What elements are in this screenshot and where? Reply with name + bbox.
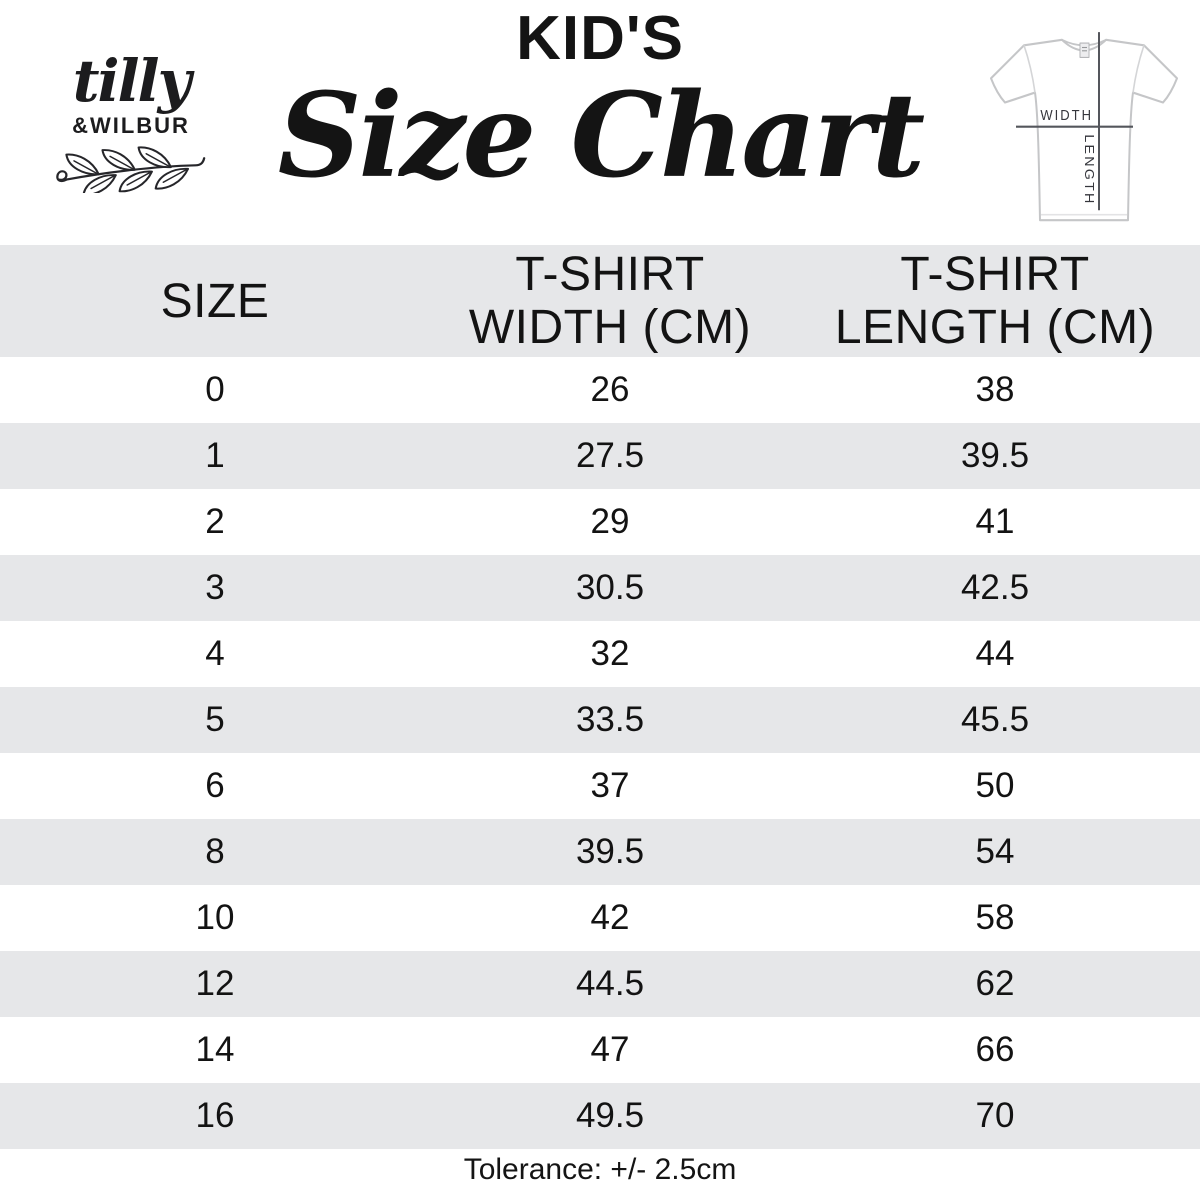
width-cell: 47: [590, 1030, 630, 1069]
table-row: 14 47 66: [0, 1017, 1200, 1083]
header-line: WIDTH (CM): [468, 301, 752, 354]
brand-logo: tilly &WILBUR: [46, 50, 216, 198]
header-line: LENGTH (CM): [834, 301, 1156, 354]
length-cell: 45.5: [960, 700, 1030, 739]
width-cell: 39.5: [575, 832, 645, 871]
width-cell: 37: [590, 766, 630, 805]
length-cell: 41: [975, 502, 1015, 541]
tolerance-note: Tolerance: +/- 2.5cm: [463, 1153, 737, 1186]
length-cell: 39.5: [960, 436, 1030, 475]
width-cell: 49.5: [575, 1096, 645, 1135]
length-cell: 58: [975, 898, 1015, 937]
size-cell: 3: [205, 568, 225, 607]
width-cell: 26: [590, 370, 630, 409]
size-cell: 8: [205, 832, 225, 871]
length-cell: 62: [975, 964, 1015, 1003]
width-cell: 27.5: [575, 436, 645, 475]
length-cell: 38: [975, 370, 1015, 409]
table-row: 3 30.5 42.5: [0, 555, 1200, 621]
size-cell: 14: [195, 1030, 235, 1069]
table-row: 8 39.5 54: [0, 819, 1200, 885]
tshirt-icon: [990, 38, 1178, 222]
size-cell: 1: [205, 436, 225, 475]
header-line: T-SHIRT: [515, 248, 705, 301]
column-header-length: T-SHIRT LENGTH (CM): [790, 248, 1200, 354]
table-row: 12 44.5 62: [0, 951, 1200, 1017]
length-cell: 50: [975, 766, 1015, 805]
length-cell: 42.5: [960, 568, 1030, 607]
size-cell: 0: [205, 370, 225, 409]
size-cell: 2: [205, 502, 225, 541]
table-row: 5 33.5 45.5: [0, 687, 1200, 753]
width-cell: 32: [590, 634, 630, 673]
length-cell: 44: [975, 634, 1015, 673]
size-table: SIZE T-SHIRT WIDTH (CM) T-SHIRT LENGTH (…: [0, 245, 1200, 1149]
width-cell: 29: [590, 502, 630, 541]
measurement-lines: WIDTH LENGTH: [1016, 32, 1133, 211]
length-cell: 54: [975, 832, 1015, 871]
length-label: LENGTH: [1082, 134, 1096, 205]
laurel-branch-icon: [56, 146, 206, 196]
table-row: 4 32 44: [0, 621, 1200, 687]
table-row: 2 29 41: [0, 489, 1200, 555]
size-cell: 10: [195, 898, 235, 937]
width-cell: 42: [590, 898, 630, 937]
width-cell: 30.5: [575, 568, 645, 607]
page-title: Size Chart: [277, 68, 925, 204]
table-body: 0 26 38 1 27.5 39.5 2 29 41 3 30.5 42.5 …: [0, 357, 1200, 1149]
size-cell: 5: [205, 700, 225, 739]
header-line: SIZE: [160, 274, 270, 328]
table-row: 6 37 50: [0, 753, 1200, 819]
header-line: T-SHIRT: [900, 248, 1090, 301]
width-label: WIDTH: [1040, 108, 1093, 124]
size-cell: 16: [195, 1096, 235, 1135]
size-cell: 6: [205, 766, 225, 805]
table-header-row: SIZE T-SHIRT WIDTH (CM) T-SHIRT LENGTH (…: [0, 245, 1200, 357]
title-kicker: KID'S: [516, 4, 684, 73]
column-header-size: SIZE: [0, 275, 430, 328]
length-cell: 70: [975, 1096, 1015, 1135]
table-row: 16 49.5 70: [0, 1083, 1200, 1149]
length-cell: 66: [975, 1030, 1015, 1069]
table-row: 1 27.5 39.5: [0, 423, 1200, 489]
table-row: 0 26 38: [0, 357, 1200, 423]
size-cell: 12: [195, 964, 235, 1003]
size-cell: 4: [205, 634, 225, 673]
width-cell: 44.5: [575, 964, 645, 1003]
table-row: 10 42 58: [0, 885, 1200, 951]
tshirt-diagram: WIDTH LENGTH: [990, 32, 1178, 222]
brand-name-caps: &WILBUR: [72, 113, 190, 138]
brand-name-script: tilly: [72, 47, 192, 115]
width-cell: 33.5: [575, 700, 645, 739]
column-header-width: T-SHIRT WIDTH (CM): [430, 248, 790, 354]
